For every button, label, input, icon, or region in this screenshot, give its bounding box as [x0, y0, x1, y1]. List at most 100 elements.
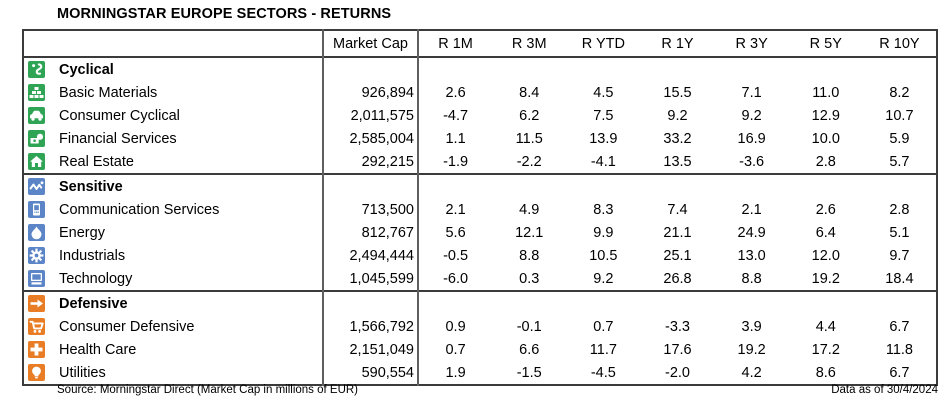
return-cell: 18.4: [885, 270, 914, 287]
market-cap-cell: [323, 291, 419, 315]
return-cell: 17.2: [811, 341, 840, 358]
market-cap-cell: 1,045,599: [323, 267, 419, 291]
return-cell: 15.5: [663, 84, 692, 101]
return-cell: [492, 291, 566, 315]
return-cell: 8.6: [815, 364, 836, 381]
return-cell: 9.2: [593, 270, 614, 287]
return-cell: -6.0: [443, 270, 469, 287]
sector-label-cell: Technology: [23, 267, 324, 291]
return-cell: 2.1: [741, 201, 762, 218]
return-cell: 0.7: [593, 318, 614, 335]
header-row: Market Cap R 1M R 3M R YTD R 1Y R 3Y R 5Y R 10Y: [23, 30, 937, 57]
return-cell: 11.8: [885, 341, 913, 358]
return-cell: 6.7: [889, 318, 910, 335]
sector-label: Health Care: [59, 341, 137, 358]
return-cell: 13.0: [737, 247, 766, 264]
sector-label-cell: Health Care: [23, 338, 324, 361]
return-cell: 7.1: [741, 84, 762, 101]
sector-label: Communication Services: [59, 201, 220, 218]
column-header-r-3y: R 3Y: [735, 35, 768, 52]
communication-services-icon: [28, 201, 45, 218]
return-cell: 2.6: [815, 201, 836, 218]
return-cell: 26.8: [663, 270, 692, 287]
financial-services-icon: [28, 130, 45, 147]
market-cap-cell: 2,151,049: [323, 338, 419, 361]
sector-label-cell: Consumer Defensive: [23, 315, 324, 338]
return-cell: 8.8: [519, 247, 540, 264]
return-cell: 7.5: [593, 107, 614, 124]
group-header-row: Cyclical: [23, 57, 937, 81]
market-cap-cell: [323, 174, 419, 198]
return-cell: [863, 291, 937, 315]
return-cell: 10.0: [811, 130, 840, 147]
return-cell: [640, 57, 714, 81]
market-cap-cell: 2,585,004: [323, 127, 419, 150]
column-header-r-ytd: R YTD: [581, 35, 625, 52]
sector-row: Consumer Cyclical 2,011,575 -4.7 6.2 7.5 9.2 9…: [23, 104, 937, 127]
column-header-r-1y: R 1Y: [661, 35, 694, 52]
market-cap-cell: 2,011,575: [323, 104, 419, 127]
sector-row: Consumer Defensive 1,566,792 0.9 -0.1 0.7 -3.…: [23, 315, 937, 338]
return-cell: [863, 57, 937, 81]
sector-label-cell: Communication Services: [23, 198, 324, 221]
sector-row: Energy 812,767 5.6 12.1 9.9 21.1 24.9 6.4 5.1: [23, 221, 937, 244]
market-cap-cell: 926,894: [323, 81, 419, 104]
return-cell: 1.1: [445, 130, 466, 147]
column-header-r-5y: R 5Y: [809, 35, 842, 52]
return-cell: -4.1: [590, 153, 616, 170]
return-cell: 5.6: [445, 224, 466, 241]
return-cell: 7.4: [667, 201, 688, 218]
return-cell: 12.9: [811, 107, 840, 124]
column-header-r-1m: R 1M: [438, 35, 473, 52]
sector-label: Basic Materials: [59, 84, 158, 101]
market-cap-cell: 590,554: [323, 361, 419, 385]
sector-row: Technology 1,045,599 -6.0 0.3 9.2 26.8 8.8 19.2…: [23, 267, 937, 291]
sector-label: Consumer Defensive: [59, 318, 195, 335]
sector-label: Consumer Cyclical: [59, 107, 180, 124]
return-cell: -3.3: [664, 318, 690, 335]
sectors-table: Market Cap R 1M R 3M R YTD R 1Y R 3Y R 5Y R 10Y…: [22, 29, 938, 386]
energy-icon: [28, 224, 45, 241]
sector-label: Utilities: [59, 364, 106, 381]
sector-row: Communication Services 713,500 2.1 4.9 8.3 7.…: [23, 198, 937, 221]
return-cell: [566, 291, 640, 315]
return-cell: 2.8: [889, 201, 910, 218]
table-body: Cyclical Basic Materials 926,894 2.6 8.4 4.5 1…: [23, 57, 937, 385]
return-cell: 9.7: [889, 247, 910, 264]
sector-label-cell: Utilities: [23, 361, 324, 385]
return-cell: -2.0: [664, 364, 690, 381]
return-cell: -4.5: [590, 364, 616, 381]
utilities-icon: [28, 364, 45, 381]
return-cell: 21.1: [663, 224, 692, 241]
sector-label-cell: Industrials: [23, 244, 324, 267]
return-cell: 8.8: [741, 270, 762, 287]
return-cell: [566, 57, 640, 81]
return-cell: [566, 174, 640, 198]
return-cell: [715, 57, 789, 81]
return-cell: 2.6: [445, 84, 466, 101]
return-cell: [640, 174, 714, 198]
sector-label-cell: Consumer Cyclical: [23, 104, 324, 127]
group-header-row: Sensitive: [23, 174, 937, 198]
group-label-cell: Cyclical: [23, 57, 324, 81]
return-cell: [640, 291, 714, 315]
return-cell: 0.7: [445, 341, 466, 358]
market-cap-cell: 713,500: [323, 198, 419, 221]
health-care-icon: [28, 341, 45, 358]
cyclical-icon: [28, 61, 45, 78]
return-cell: [492, 174, 566, 198]
return-cell: [789, 57, 863, 81]
consumer-cyclical-icon: [28, 107, 45, 124]
return-cell: [418, 291, 492, 315]
return-cell: [863, 174, 937, 198]
return-cell: 6.4: [815, 224, 836, 241]
return-cell: [715, 291, 789, 315]
technology-icon: [28, 270, 45, 287]
return-cell: 2.8: [815, 153, 836, 170]
return-cell: 25.1: [663, 247, 692, 264]
basic-materials-icon: [28, 84, 45, 101]
sector-label-cell: Basic Materials: [23, 81, 324, 104]
return-cell: 6.7: [889, 364, 910, 381]
return-cell: [789, 291, 863, 315]
label-column-header: [23, 30, 324, 57]
